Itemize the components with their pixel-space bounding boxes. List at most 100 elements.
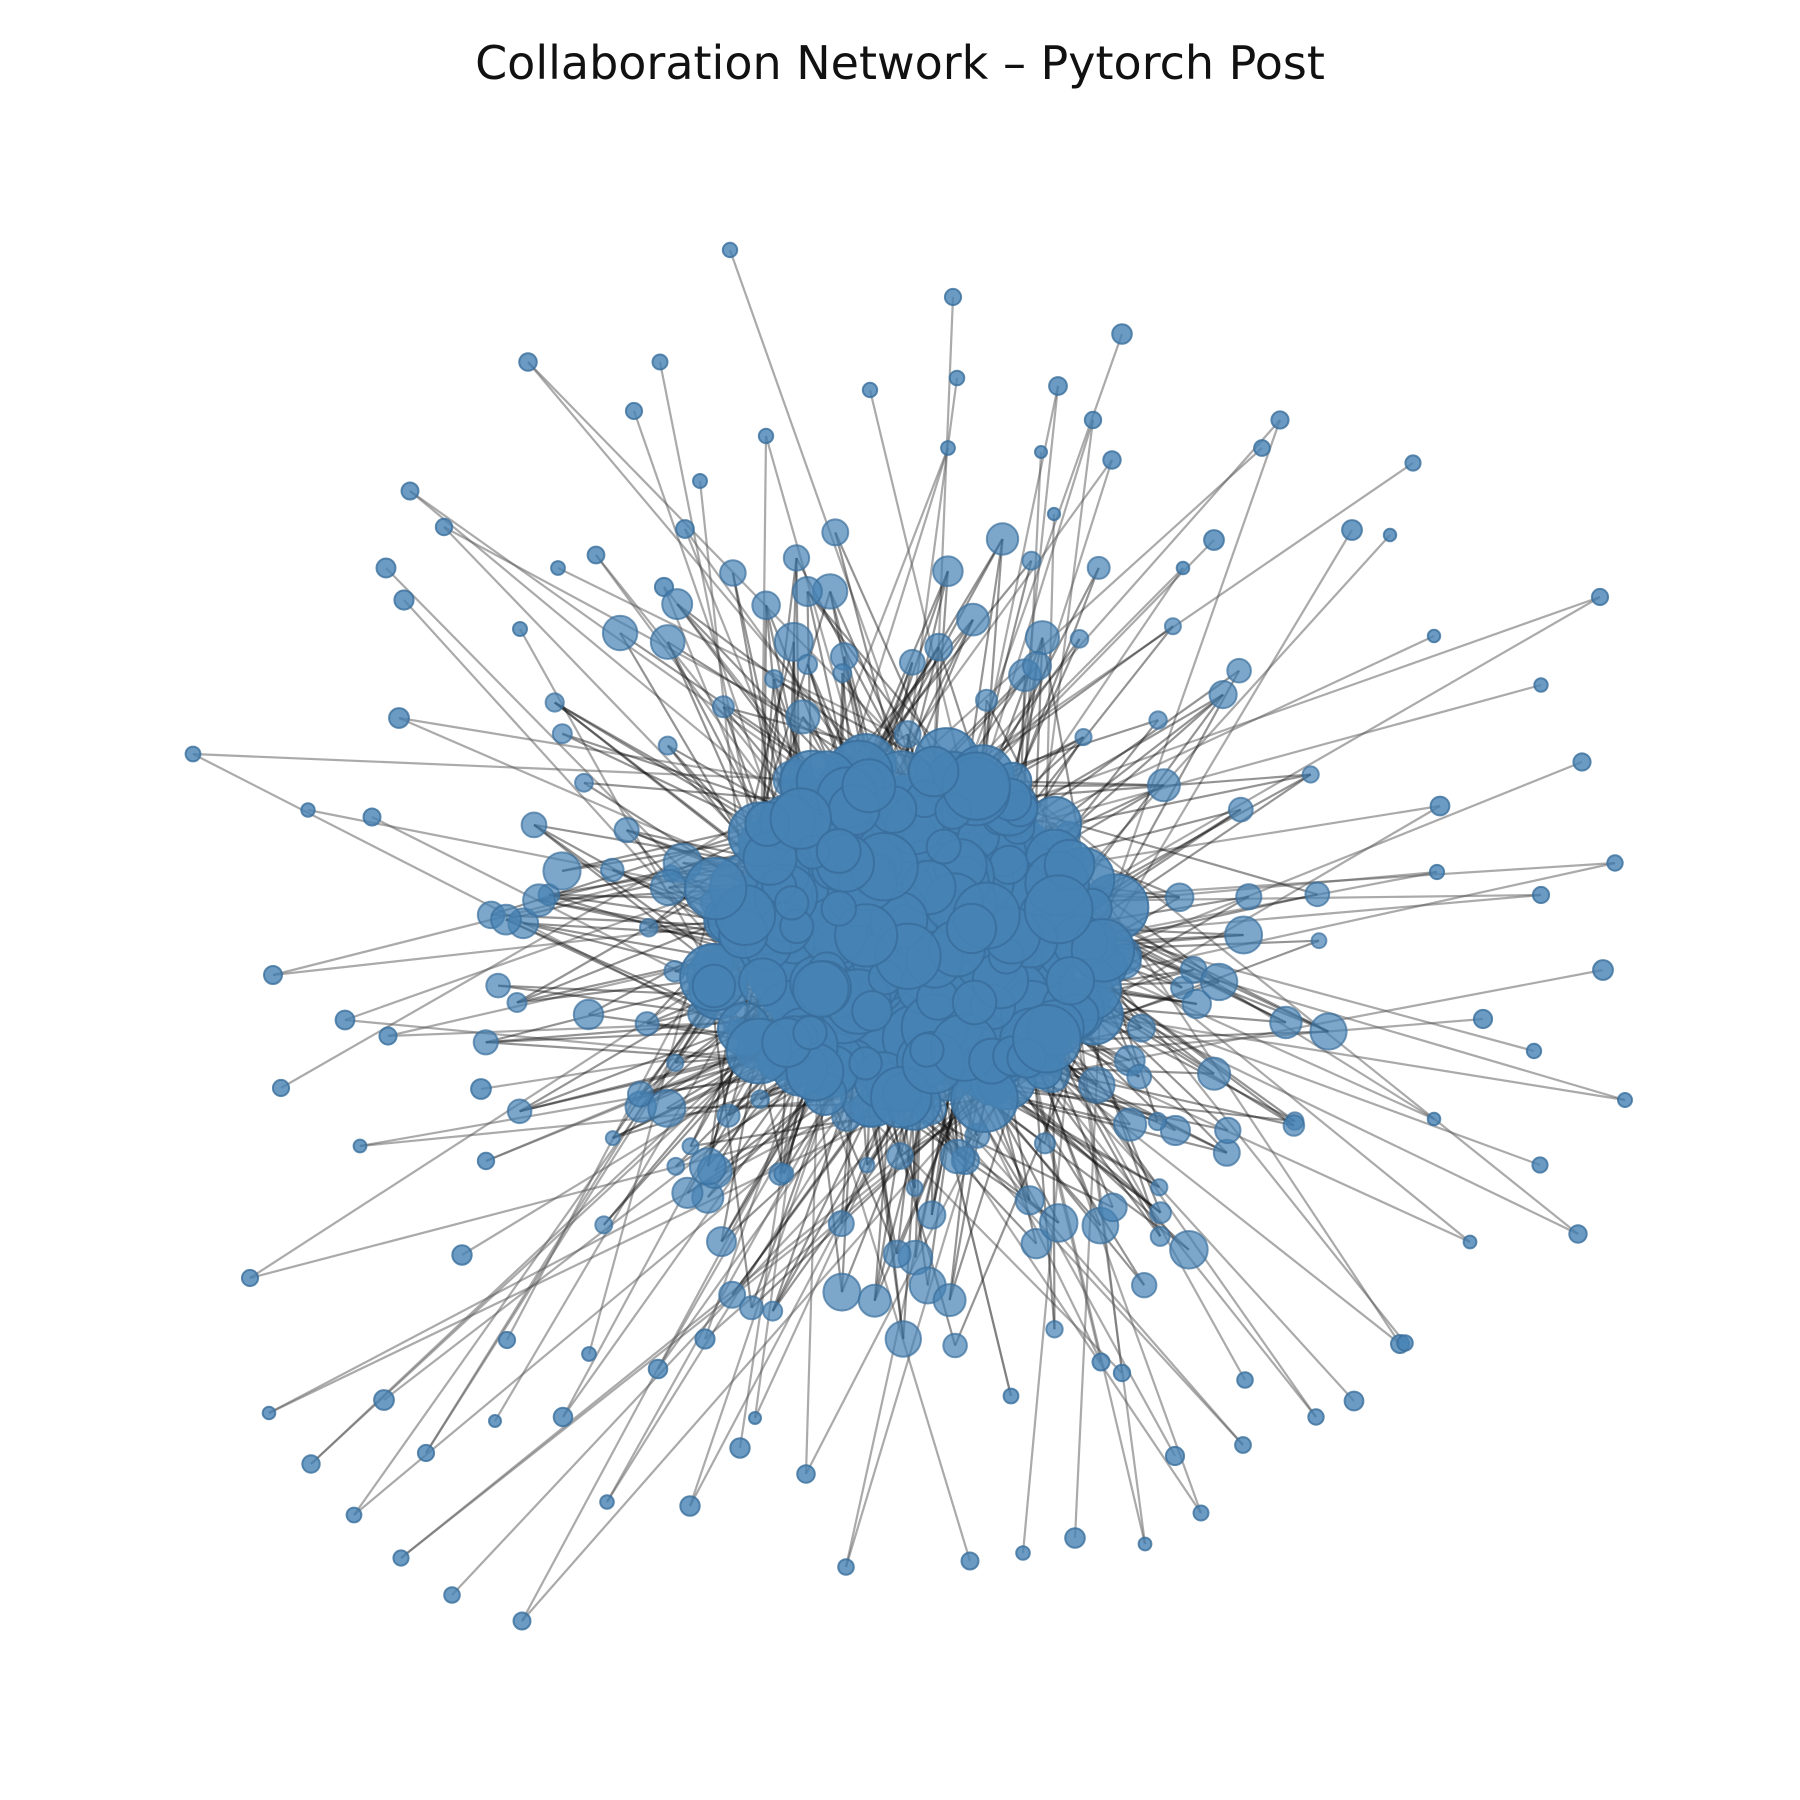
network-node (1533, 677, 1549, 693)
network-node (334, 1009, 356, 1031)
network-node (1097, 1192, 1128, 1223)
network-node (506, 1098, 533, 1125)
network-node (782, 544, 811, 572)
network-node (1164, 1445, 1186, 1467)
network-node (1568, 1224, 1588, 1244)
network-node (647, 1088, 687, 1128)
network-node (1572, 752, 1592, 772)
network-edge (707, 974, 753, 1308)
network-node (666, 1156, 686, 1176)
network-node (443, 1586, 461, 1604)
network-node (773, 621, 814, 662)
network-node (792, 960, 850, 1018)
network-node (512, 621, 528, 637)
network-node (1396, 1334, 1414, 1352)
network-node (388, 707, 410, 729)
network-node (1163, 617, 1182, 636)
network-node (649, 624, 686, 660)
network-node (796, 1464, 816, 1484)
network-node (917, 1200, 947, 1230)
network-node (718, 1280, 747, 1309)
network-node (581, 1346, 597, 1362)
network-node (692, 473, 708, 489)
network-node (1015, 1545, 1031, 1561)
network-node (488, 1414, 502, 1428)
network-node (1382, 527, 1398, 543)
network-node (544, 692, 565, 713)
network-node (841, 758, 897, 814)
network-node (721, 241, 739, 259)
chart-title: Collaboration Network – Pytorch Post (475, 36, 1325, 90)
network-node (352, 1138, 368, 1154)
network-node (925, 828, 962, 865)
network-node (815, 828, 862, 874)
network-node (1147, 1111, 1168, 1132)
network-node (651, 353, 669, 371)
network-node (263, 965, 283, 985)
network-node (1343, 1390, 1365, 1412)
network-node (434, 517, 454, 537)
network-node (907, 745, 960, 798)
network-node (1429, 795, 1451, 817)
network-node (1069, 629, 1090, 649)
network-node (416, 1443, 436, 1463)
network-node (1164, 882, 1195, 913)
network-node (1113, 1107, 1148, 1142)
network-node (851, 990, 893, 1032)
network-node (490, 903, 522, 936)
network-node (762, 1300, 784, 1322)
network-node (1021, 550, 1042, 571)
network-node (943, 287, 963, 307)
network-node (738, 957, 788, 1007)
network-node (550, 560, 566, 576)
network-node (522, 883, 556, 918)
network-node (600, 857, 625, 883)
network-node (773, 1163, 795, 1185)
network-node (1224, 915, 1264, 955)
network-node (574, 772, 594, 793)
network-node (1046, 506, 1062, 522)
network-node (1111, 323, 1133, 345)
network-node (240, 1268, 260, 1288)
network-node (750, 1089, 771, 1109)
network-node (1024, 620, 1061, 656)
network-node (909, 1032, 945, 1068)
network-node (1472, 1008, 1494, 1030)
network-node (1112, 1363, 1132, 1383)
network-node (791, 576, 823, 607)
network-edge (1017, 683, 1542, 829)
network-node (739, 1295, 764, 1321)
network-node (604, 1130, 621, 1147)
network-node (624, 401, 644, 421)
network-node (451, 1244, 473, 1266)
network-node (392, 1549, 410, 1567)
network-node (939, 1138, 976, 1175)
network-node (1131, 1272, 1158, 1299)
network-edge (954, 1014, 1095, 1346)
network-node (393, 589, 415, 611)
network-node (639, 917, 659, 938)
network-node (932, 1283, 967, 1318)
network-node (1146, 768, 1181, 803)
network-node (1150, 1178, 1169, 1197)
network-edge (834, 532, 903, 785)
network-node (956, 602, 990, 637)
network-node (1426, 1111, 1442, 1127)
network-node (599, 1494, 615, 1510)
network-node (1428, 863, 1446, 881)
network-edge (516, 887, 717, 1004)
network-node (1606, 854, 1624, 872)
network-node (301, 1454, 321, 1474)
network-node (520, 811, 548, 839)
network-node (719, 559, 747, 587)
network-node (1307, 1408, 1325, 1426)
network-node (1531, 885, 1551, 905)
network-node (1404, 454, 1422, 472)
network-edge (1012, 780, 1579, 1235)
network-node (1175, 560, 1191, 576)
network-node (988, 844, 1029, 885)
network-node (362, 807, 382, 827)
network-node (261, 1405, 277, 1421)
network-node (1301, 765, 1320, 784)
